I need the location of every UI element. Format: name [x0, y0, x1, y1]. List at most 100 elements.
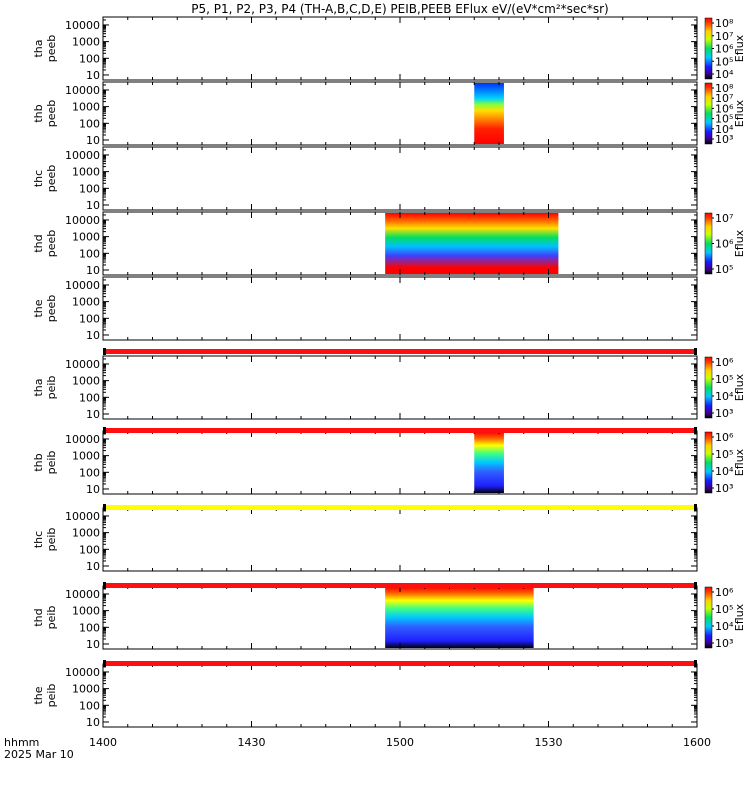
- panel: 10 100 1000 10000 thb peeb 10⁸10⁷10⁶10⁵10⁴10³E…: [32, 81, 746, 147]
- y-tick-label: 10: [86, 638, 100, 651]
- colorbar: [704, 17, 713, 80]
- y-tick-label: 1000: [72, 605, 100, 618]
- colorbar-label: Eflux: [733, 229, 746, 257]
- panel-ylabel: peeb: [45, 100, 58, 128]
- colorbar-tick-label: 10⁵: [715, 373, 733, 386]
- panel-ylabel: thc: [32, 170, 45, 187]
- y-tick-label: 10000: [65, 510, 100, 523]
- panel: 10 100 1000 10000 thc peib: [32, 507, 698, 573]
- y-tick-label: 100: [79, 182, 100, 195]
- y-tick-label: 10: [86, 264, 100, 277]
- x-tick-label: 1500: [386, 736, 414, 749]
- colorbar-tick-label: 10⁶: [715, 102, 734, 115]
- separator-bar: [103, 505, 697, 510]
- y-tick-label: 100: [79, 117, 100, 130]
- separator-bar-cap: [694, 504, 697, 511]
- y-tick-label: 10000: [65, 666, 100, 679]
- panel-ylabel: peib: [45, 606, 58, 630]
- separator-bar: [103, 428, 697, 433]
- y-tick-label: 10: [86, 199, 100, 212]
- colorbar-tick-label: 10³: [715, 482, 733, 495]
- separator-bar: [103, 661, 697, 666]
- separator-bar-cap: [103, 660, 106, 667]
- panel-ylabel: thd: [32, 608, 45, 626]
- y-tick-label: 1000: [72, 231, 100, 244]
- y-tick-label: 10000: [65, 214, 100, 227]
- y-tick-label: 10: [86, 134, 100, 147]
- separator-bar-cap: [694, 660, 697, 667]
- panel-ylabel: peib: [45, 528, 58, 552]
- y-tick-label: 1000: [72, 101, 100, 114]
- panel-ylabel: thb: [32, 104, 45, 122]
- colorbar-tick-label: 10⁸: [715, 17, 734, 30]
- panel-frame: [102, 430, 698, 495]
- separator-bar-cap: [103, 504, 106, 511]
- y-tick-label: 1000: [72, 296, 100, 309]
- panel-frame: [102, 146, 698, 211]
- x-tick-label: 1400: [89, 736, 117, 749]
- y-tick-label: 10: [86, 716, 100, 729]
- colorbar-tick-label: 10³: [715, 637, 733, 650]
- colorbar-tick-label: 10⁵: [715, 603, 733, 616]
- y-tick-label: 10000: [65, 279, 100, 292]
- colorbar-tick-label: 10⁶: [715, 238, 734, 251]
- panel-ylabel: peib: [45, 451, 58, 475]
- panel-ylabel: thc: [32, 531, 45, 548]
- colorbar-tick-label: 10⁵: [715, 263, 733, 276]
- colorbar: [704, 586, 713, 649]
- panel-ylabel: peib: [45, 684, 58, 708]
- colorbar-tick-label: 10⁵: [715, 55, 733, 68]
- spectrogram-block: [385, 587, 534, 648]
- colorbar-tick-label: 10⁷: [715, 212, 733, 225]
- panel-ylabel: thb: [32, 453, 45, 471]
- panel: 10 100 1000 10000 the peib: [32, 663, 698, 729]
- colorbar-tick-label: 10⁶: [715, 431, 734, 444]
- colorbar-tick-label: 10⁷: [715, 92, 733, 105]
- y-tick-label: 100: [79, 699, 100, 712]
- panel-ylabel: peeb: [45, 230, 58, 258]
- panel-ylabel: tha: [32, 39, 45, 57]
- panel-ylabel: peeb: [45, 35, 58, 63]
- colorbar: [704, 82, 713, 145]
- y-tick-label: 100: [79, 312, 100, 325]
- figure-title: P5, P1, P2, P3, P4 (TH-A,B,C,D,E) PEIB,P…: [191, 2, 608, 16]
- spectrogram-block: [474, 432, 504, 493]
- separator-bar-cap: [103, 427, 106, 434]
- panel-frame: [102, 507, 698, 572]
- y-tick-label: 10: [86, 408, 100, 421]
- colorbar-tick-label: 10⁵: [715, 448, 733, 461]
- y-tick-label: 1000: [72, 375, 100, 388]
- y-tick-label: 100: [79, 466, 100, 479]
- colorbar-tick-label: 10⁸: [715, 82, 734, 95]
- panel-frame: [102, 81, 698, 146]
- y-tick-label: 1000: [72, 527, 100, 540]
- spectrogram-block: [385, 213, 559, 274]
- colorbar: [704, 212, 713, 275]
- colorbar-label: Eflux: [733, 603, 746, 631]
- colorbar-tick-label: 10⁶: [715, 43, 734, 56]
- y-tick-label: 1000: [72, 36, 100, 49]
- separator-bar: [103, 349, 697, 354]
- panel-ylabel: the: [32, 299, 45, 317]
- y-tick-label: 100: [79, 543, 100, 556]
- x-tick-label: 1530: [535, 736, 563, 749]
- y-tick-label: 1000: [72, 450, 100, 463]
- panel-frame: [102, 276, 698, 341]
- time-axis-label: hhmm: [4, 736, 39, 749]
- colorbar-label: Eflux: [733, 34, 746, 62]
- colorbar-tick-label: 10⁴: [715, 465, 734, 478]
- separator-bar-cap: [103, 582, 106, 589]
- y-tick-label: 100: [79, 391, 100, 404]
- y-tick-label: 10: [86, 560, 100, 573]
- x-tick-label: 1430: [238, 736, 266, 749]
- y-tick-label: 1000: [72, 166, 100, 179]
- colorbar-tick-label: 10⁵: [715, 113, 733, 126]
- separator-bar-cap: [694, 427, 697, 434]
- y-tick-label: 10000: [65, 19, 100, 32]
- x-axis: 1400 1430 1500 1530 1600: [89, 736, 711, 749]
- colorbar-label: Eflux: [733, 448, 746, 476]
